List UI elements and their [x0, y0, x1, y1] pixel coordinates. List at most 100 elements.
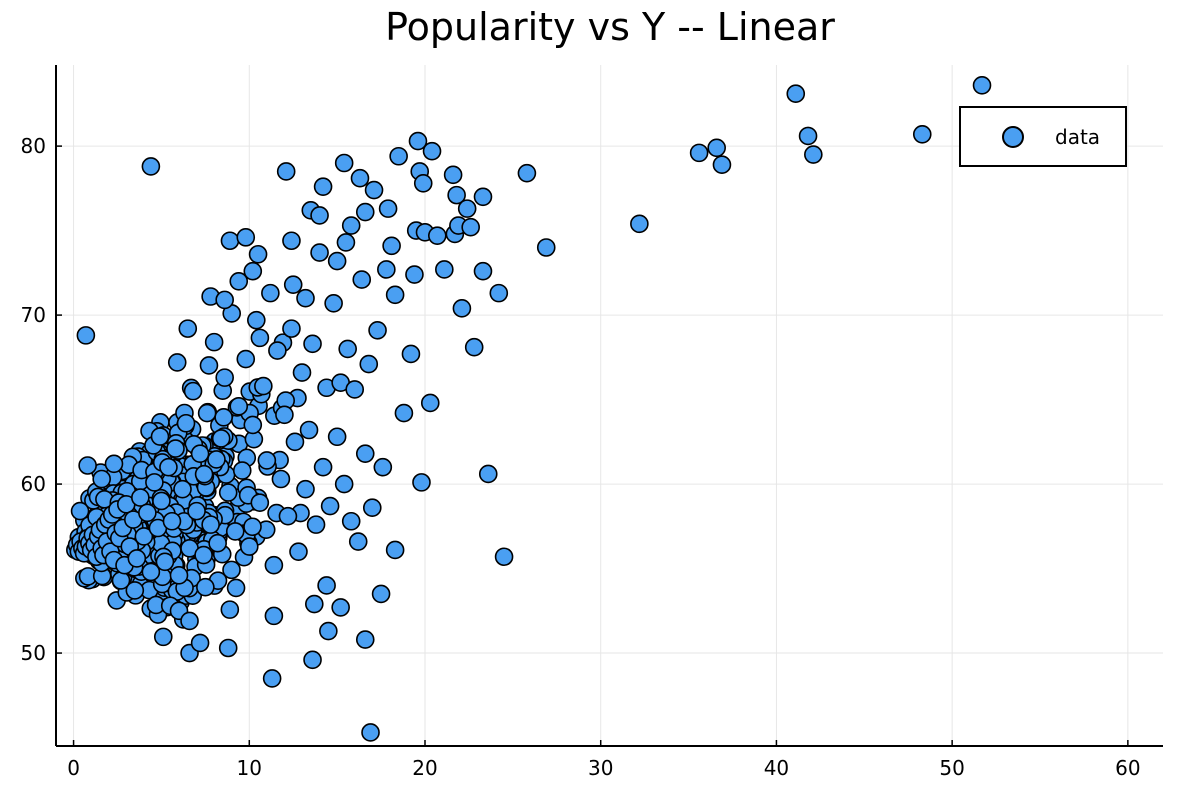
data-point [341, 216, 361, 235]
data-point [76, 326, 96, 345]
legend-box [959, 106, 1127, 167]
data-point [394, 403, 414, 423]
data-point [225, 522, 245, 541]
data-point [389, 146, 408, 166]
data-point [282, 319, 301, 338]
data-point [798, 126, 818, 146]
data-point [201, 515, 220, 534]
data-point [207, 450, 226, 469]
data-point [306, 515, 326, 534]
data-point [464, 337, 484, 357]
data-point [630, 214, 649, 234]
data-point [243, 261, 263, 281]
data-point [348, 532, 368, 551]
data-point [220, 600, 240, 619]
data-point [150, 427, 170, 446]
data-point [70, 501, 90, 521]
data-point [327, 251, 347, 271]
data-point [104, 454, 124, 474]
x-tick-label: 10 [237, 756, 262, 780]
data-point [167, 353, 187, 372]
data-point [331, 598, 350, 617]
data-point [194, 464, 214, 484]
data-point [169, 566, 189, 585]
data-point [385, 285, 405, 305]
data-point [304, 594, 324, 614]
data-point [362, 498, 382, 518]
data-point [420, 393, 440, 413]
data-point [473, 187, 493, 207]
data-point [373, 457, 393, 477]
data-point [264, 555, 284, 575]
data-point [214, 407, 233, 427]
data-point [176, 413, 196, 433]
data-point [296, 479, 315, 499]
data-points [66, 75, 992, 742]
data-point [215, 290, 234, 310]
data-point [204, 332, 224, 352]
data-point [536, 238, 556, 257]
data-point [141, 562, 161, 582]
data-point [324, 293, 343, 313]
data-point [461, 217, 480, 237]
data-point [222, 560, 241, 580]
data-point [199, 356, 219, 375]
data-point [197, 403, 217, 423]
tick-labels: 0 10 20 30 40 50 60 50 60 70 80 [21, 134, 1141, 780]
data-point [435, 260, 454, 279]
data-point [78, 456, 97, 475]
data-point [972, 75, 992, 95]
data-point [218, 483, 238, 502]
legend: data [959, 106, 1127, 167]
data-point [303, 334, 322, 354]
data-point [313, 177, 333, 196]
data-point [236, 349, 256, 369]
data-point [138, 503, 157, 523]
data-point [211, 429, 231, 448]
data-point [517, 163, 537, 183]
data-point [350, 168, 370, 188]
data-point [303, 650, 322, 670]
data-point [804, 145, 823, 164]
data-point [264, 606, 284, 626]
data-point [141, 157, 161, 176]
x-tick-label: 60 [1115, 756, 1140, 780]
data-point [327, 427, 347, 447]
data-point [494, 547, 514, 567]
data-point [912, 124, 932, 144]
data-point [385, 540, 405, 560]
data-point [334, 474, 354, 494]
data-point [457, 199, 477, 218]
data-point [125, 581, 145, 600]
legend-label: data [1055, 125, 1100, 149]
data-point [368, 321, 387, 340]
data-point [262, 669, 282, 688]
data-point [152, 491, 171, 511]
data-point [229, 397, 249, 416]
data-point [364, 180, 384, 200]
x-tick-label: 20 [412, 756, 437, 780]
data-point [190, 444, 210, 463]
data-point [334, 153, 354, 173]
x-tick-label: 40 [764, 756, 789, 780]
data-point [278, 506, 298, 526]
y-tick-label: 60 [21, 472, 46, 496]
data-point [371, 584, 391, 604]
data-point [190, 633, 210, 653]
data-point [345, 380, 365, 399]
data-point [111, 571, 131, 590]
data-point [155, 552, 175, 572]
data-point [408, 131, 428, 151]
data-point [257, 451, 277, 470]
data-point [289, 542, 308, 561]
data-point [299, 420, 319, 440]
data-point [131, 488, 150, 507]
data-point [427, 226, 447, 245]
data-point [707, 138, 726, 158]
data-point [166, 439, 185, 458]
data-point [478, 464, 498, 484]
data-point [422, 141, 442, 161]
data-point [183, 381, 203, 401]
